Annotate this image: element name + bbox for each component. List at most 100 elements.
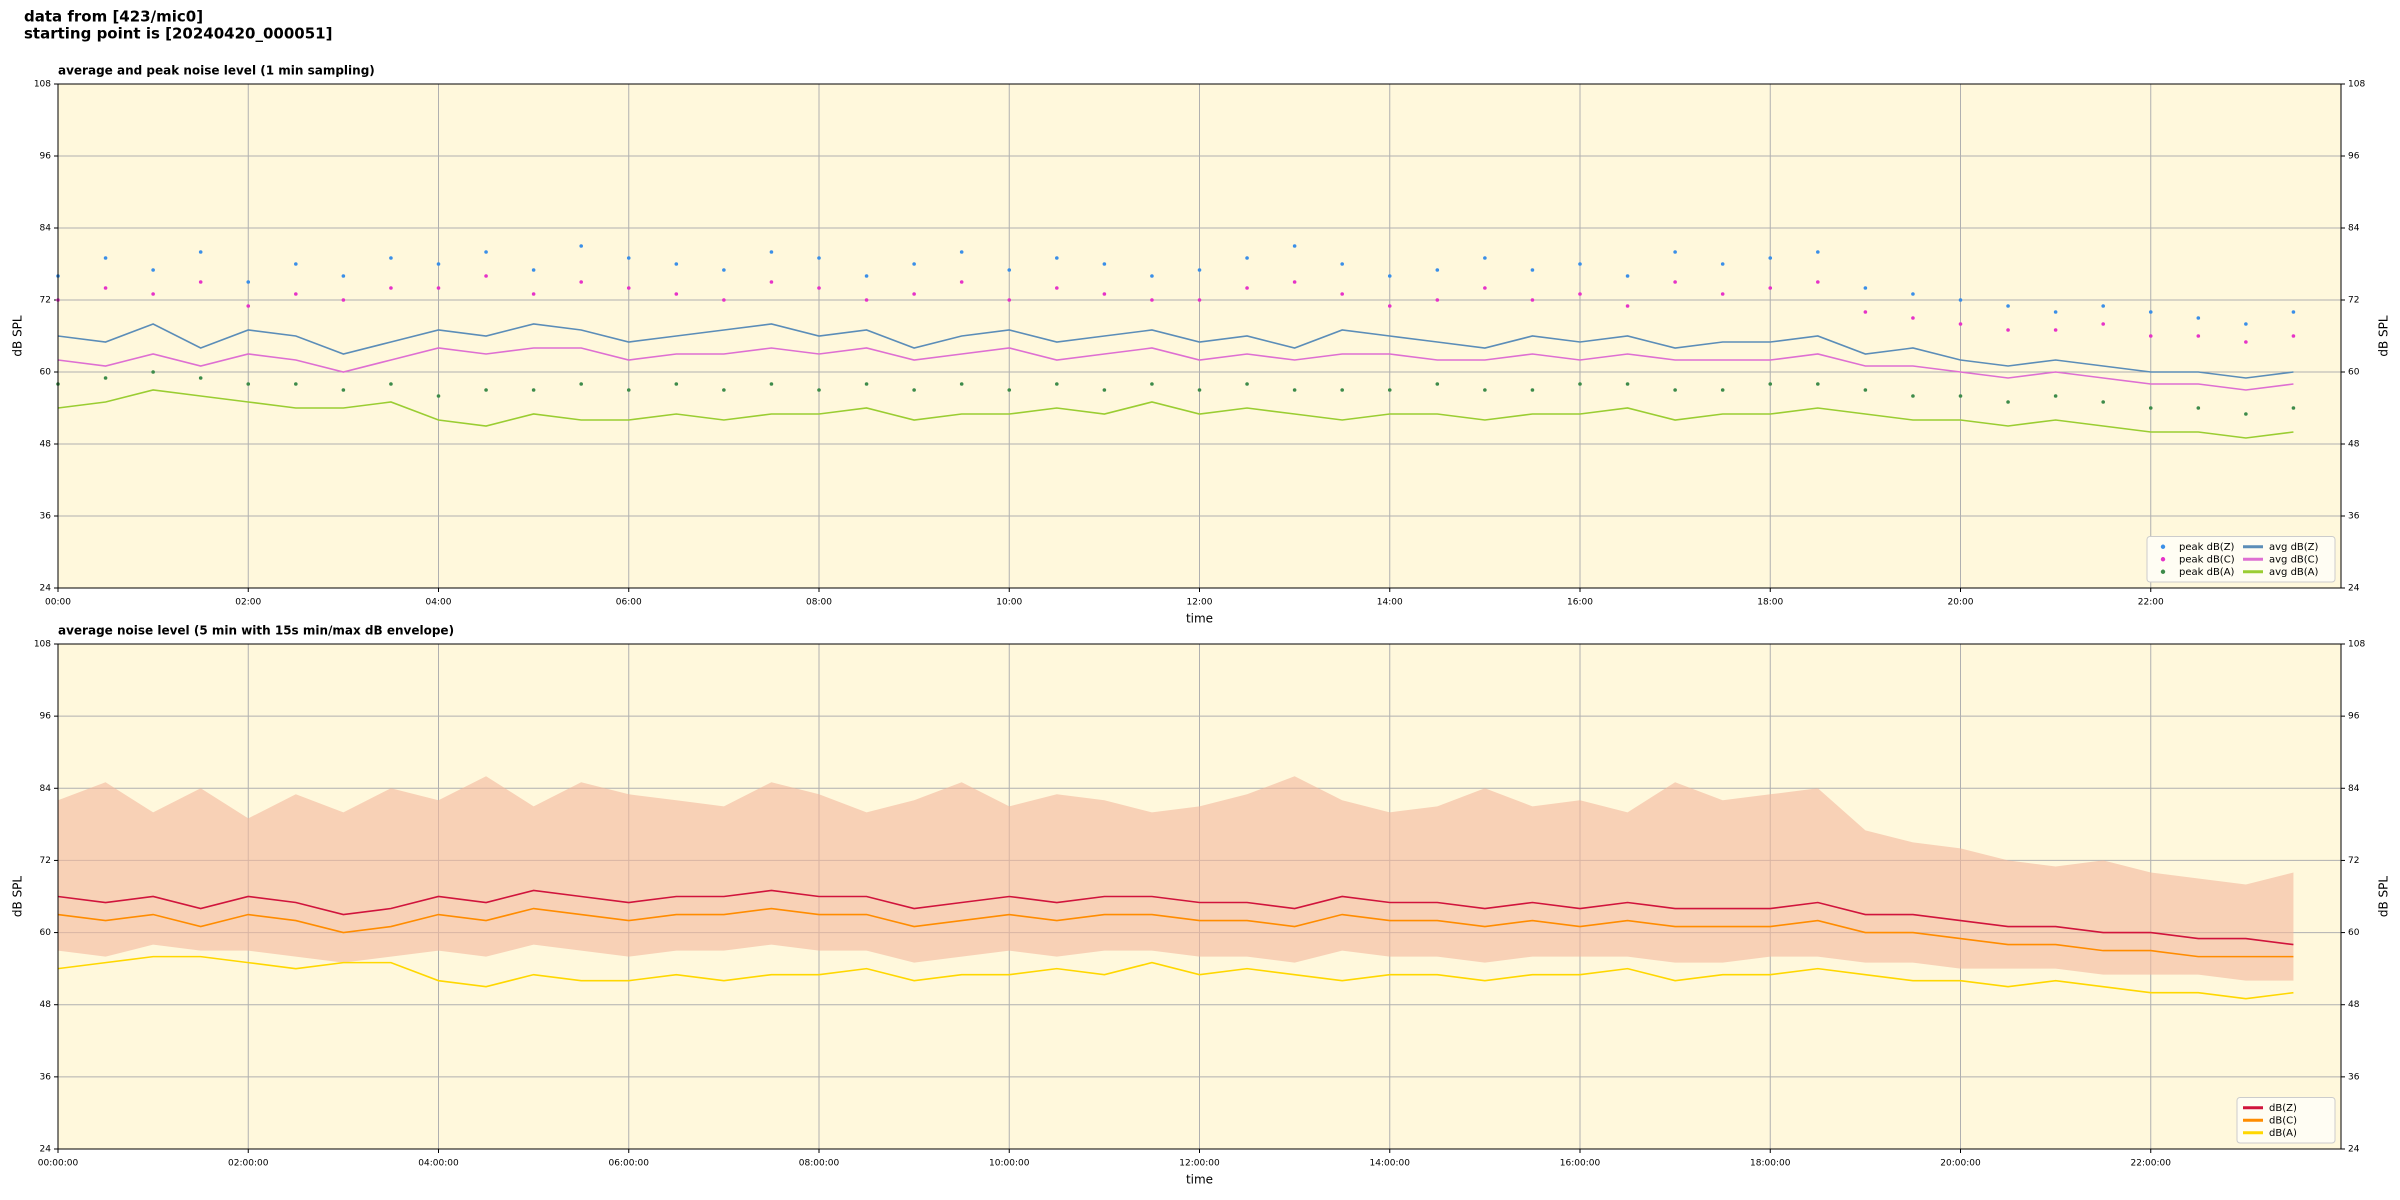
- peak-point: [1483, 388, 1487, 392]
- peak-point: [531, 388, 536, 392]
- peak-point: [1578, 262, 1582, 266]
- peak-point: [722, 298, 726, 302]
- peak-point: [959, 280, 964, 284]
- x-axis-label: time: [1186, 1173, 1213, 1187]
- peak-point: [103, 256, 108, 260]
- peak-point: [864, 382, 869, 386]
- peak-point: [1340, 388, 1344, 392]
- x-tick-label: 22:00:00: [2131, 1159, 2172, 1169]
- peak-point: [1102, 388, 1107, 392]
- x-tick-label: 02:00: [235, 598, 261, 608]
- y-tick-label: 84: [40, 784, 52, 794]
- x-tick-label: 08:00: [806, 598, 832, 608]
- peak-point: [579, 280, 583, 284]
- y-tick-label: 60: [40, 368, 52, 378]
- legend-label: peak dB(A): [2179, 567, 2235, 578]
- x-tick-label: 04:00:00: [418, 1159, 459, 1169]
- peak-point: [1673, 388, 1677, 392]
- peak-point: [246, 304, 251, 308]
- y-tick-label: 72: [40, 296, 51, 306]
- series-line: [57, 389, 2294, 439]
- peak-point: [1625, 274, 1630, 278]
- y-tick-label: 36: [2348, 1072, 2360, 1082]
- peak-point: [1768, 256, 1773, 260]
- y-tick-label: 24: [40, 584, 52, 594]
- y-tick-label: 96: [2348, 712, 2360, 722]
- y-tick-label: 84: [2348, 224, 2360, 234]
- peak-point: [198, 376, 203, 380]
- y-tick-label: 84: [2348, 784, 2360, 794]
- x-tick-label: 12:00: [1187, 598, 1213, 608]
- legend-marker: [2160, 544, 2166, 549]
- y-tick-label: 36: [40, 512, 52, 522]
- peak-point: [341, 388, 346, 392]
- peak-point: [436, 286, 441, 290]
- y-axis-label: dB SPL: [2377, 315, 2391, 357]
- x-tick-label: 14:00:00: [1370, 1159, 1411, 1169]
- peak-point: [769, 382, 774, 386]
- y-tick-label: 60: [2348, 928, 2360, 938]
- peak-point: [341, 274, 346, 278]
- x-tick-label: 14:00: [1377, 598, 1403, 608]
- peak-point: [1720, 388, 1725, 392]
- peak-point: [1816, 280, 1820, 284]
- peak-point: [1387, 388, 1392, 392]
- y-tick-label: 24: [2348, 1145, 2360, 1155]
- y-tick-label: 24: [40, 1145, 52, 1155]
- y-tick-label: 96: [2348, 152, 2360, 162]
- peak-point: [1340, 292, 1344, 296]
- peak-point: [2006, 400, 2010, 404]
- peak-point: [1625, 382, 1630, 386]
- peak-point: [1102, 262, 1107, 266]
- peak-point: [864, 298, 869, 302]
- peak-point: [1625, 304, 1630, 308]
- peak-point: [1816, 250, 1820, 254]
- plot-frame: [57, 83, 2342, 589]
- peak-point: [294, 382, 298, 386]
- peak-point: [1007, 388, 1012, 392]
- peak-point: [912, 292, 916, 296]
- x-tick-label: 22:00: [2138, 598, 2164, 608]
- legend-label: avg dB(Z): [2269, 542, 2319, 553]
- series-line: [57, 907, 2294, 958]
- peak-point: [484, 250, 488, 254]
- y-axis-label: dB SPL: [11, 876, 25, 918]
- legend-label: avg dB(C): [2269, 554, 2319, 565]
- y-tick-label: 108: [34, 80, 51, 90]
- y-tick-label: 84: [40, 224, 52, 234]
- x-tick-label: 04:00: [426, 598, 452, 608]
- peak-point: [579, 244, 583, 248]
- y-tick-label: 72: [40, 856, 51, 866]
- peak-point: [2244, 340, 2248, 344]
- legend-marker: [2160, 569, 2166, 574]
- peak-point: [912, 262, 916, 266]
- peak-point: [1292, 388, 1297, 392]
- series-line: [57, 347, 2294, 391]
- peak-point: [2196, 406, 2201, 410]
- peak-point: [674, 382, 679, 386]
- peak-point: [2196, 334, 2201, 338]
- peak-point: [1673, 250, 1677, 254]
- peak-point: [1340, 262, 1344, 266]
- peak-point: [1197, 298, 1202, 302]
- peak-point: [1197, 388, 1202, 392]
- x-tick-label: 20:00:00: [1940, 1159, 1981, 1169]
- peak-point: [959, 382, 964, 386]
- peak-point: [436, 262, 441, 266]
- peak-point: [1958, 298, 1963, 302]
- peak-point: [1055, 256, 1059, 260]
- peak-point: [1150, 274, 1154, 278]
- peak-point: [579, 382, 583, 386]
- peak-point: [1055, 286, 1059, 290]
- peak-point: [1768, 382, 1773, 386]
- peak-point: [1483, 256, 1487, 260]
- peak-point: [198, 280, 203, 284]
- peak-point: [817, 286, 821, 290]
- peak-point: [2053, 328, 2058, 332]
- legend-label: dB(A): [2269, 1128, 2297, 1139]
- peak-point: [1435, 268, 1440, 272]
- peak-point: [1911, 316, 1915, 320]
- header-line: data from [423/mic0]: [24, 8, 203, 26]
